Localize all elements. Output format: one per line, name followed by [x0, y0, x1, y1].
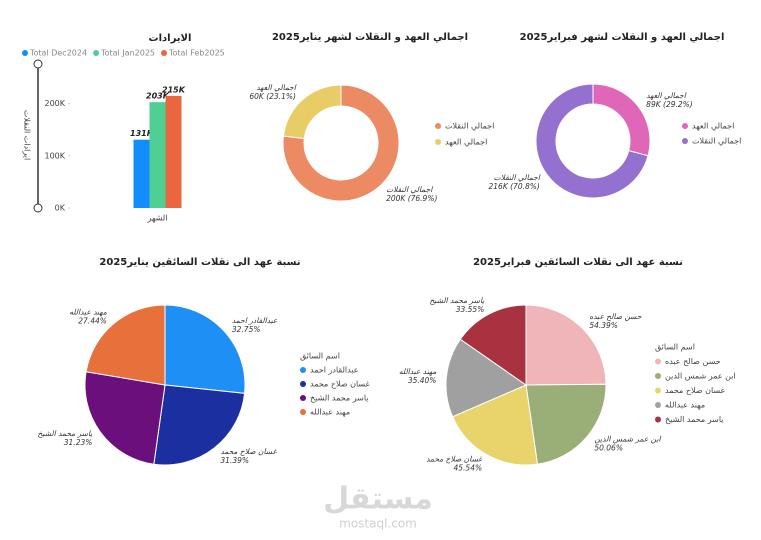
slice-name-label: ياسر محمد الشيخ	[38, 429, 93, 438]
legend-label: غسان صلاح محمد	[310, 380, 370, 389]
chart-title: الايرادات	[149, 33, 192, 44]
legend-marker	[93, 50, 100, 56]
slice-name-label: اجمالي العهد	[256, 83, 297, 92]
slice	[451, 384, 539, 466]
slice-name-label: غسان صلاح محمد	[220, 447, 277, 456]
slice-value-label: 45.54%	[454, 464, 483, 473]
data-label: 215K	[162, 85, 186, 94]
slice	[282, 84, 400, 202]
y-axis-title: ايرادات النقلات	[23, 110, 32, 160]
legend-marker	[435, 123, 441, 129]
legend-marker	[161, 50, 167, 56]
watermark-logo: مستقل	[323, 482, 433, 517]
legend-label: ياسر محمد الشيخ	[665, 415, 724, 424]
slice	[525, 304, 607, 386]
legend-marker	[655, 416, 661, 423]
slice	[153, 384, 246, 466]
slice-name-label: ابن عمر شمس الدين	[594, 435, 661, 444]
slice-value-label: 33.55%	[456, 305, 485, 314]
legend-label: Total Jan2025	[100, 49, 155, 58]
slice-name-label: حسن صالح عبده	[589, 312, 642, 321]
legend-marker	[682, 138, 688, 144]
legend-label: اجمالي النقلات	[445, 122, 494, 131]
legend-label: Total Dec2024	[29, 49, 87, 58]
slice-value-label: 60K (23.1%)	[249, 92, 296, 101]
chart-title: نسبة عهد الى نقلات السائقين يناير2025	[99, 257, 300, 268]
chart-title: نسبة عهد الى نقلات السائقين فبراير2025	[473, 257, 683, 268]
y-tick-label: 200K	[44, 99, 65, 108]
legend-title: اسم السائق	[300, 352, 340, 361]
legend-marker	[655, 373, 661, 379]
slice-value-label: 216K (70.8%)	[489, 182, 540, 191]
slice-name-label: اجمالي النقلات	[494, 173, 541, 182]
legend-marker	[22, 50, 28, 56]
legend-label: ياسر محمد الشيخ	[310, 394, 369, 403]
slice-value-label: 54.39%	[589, 321, 618, 330]
slice	[525, 383, 607, 465]
y-tick-label: 100K	[44, 151, 65, 160]
slice-name-label: ياسر محمد الشيخ	[429, 296, 484, 305]
legend-marker	[655, 387, 661, 394]
legend-label: Total Feb2025	[168, 49, 225, 58]
legend-marker	[300, 381, 306, 387]
slice	[282, 84, 342, 140]
legend-marker	[300, 367, 306, 373]
bar	[149, 102, 166, 208]
slice	[84, 371, 166, 465]
slice-name-label: مهند عبدالله	[69, 307, 107, 316]
legend-marker	[655, 358, 661, 365]
bar	[165, 95, 182, 208]
slice-name-label: اجمالي العهد	[646, 91, 687, 100]
data-label: 203K	[146, 92, 170, 101]
legend-label: عبدالقادر احمد	[310, 366, 359, 375]
legend-marker	[300, 395, 306, 401]
slider-handle[interactable]	[33, 59, 43, 69]
slice-name-label: اجمالي النقلات	[386, 185, 433, 194]
slice-name-label: مهند عبدالله	[399, 367, 437, 376]
slice-value-label: 27.44%	[78, 316, 107, 325]
y-tick-label: 0K	[55, 204, 66, 213]
legend-marker	[682, 123, 688, 129]
slice	[164, 304, 246, 394]
slice-value-label: 35.40%	[408, 376, 437, 385]
legend-label: اجمالي العهد	[445, 138, 487, 147]
legend-marker	[435, 139, 441, 145]
slider-handle[interactable]	[33, 203, 43, 213]
watermark-site: mostaql.com	[339, 517, 417, 531]
legend-label: ابن عمر شمس الدين	[665, 372, 736, 381]
legend-label: اجمالي العهد	[692, 122, 734, 131]
slice	[445, 338, 528, 418]
legend-label: مهند عبدالله	[310, 408, 350, 417]
chart-title: اجمالي العهد و النقلات لشهر فبراير2025	[520, 32, 725, 43]
slice	[535, 83, 649, 199]
x-axis-title: الشهر	[147, 214, 168, 223]
legend-label: مهند عبدالله	[665, 401, 705, 410]
data-label: 131K	[130, 129, 154, 138]
slice-value-label: 50.06%	[594, 444, 623, 453]
slice	[459, 304, 527, 386]
legend-label: غسان صلاح محمد	[665, 386, 725, 395]
slice-value-label: 89K (29.2%)	[646, 100, 693, 109]
bar	[133, 139, 150, 208]
legend-label: حسن صالح عبده	[665, 357, 721, 366]
slice-value-label: 31.23%	[64, 438, 93, 447]
legend-marker	[300, 409, 306, 415]
slice	[85, 304, 166, 386]
legend-title: اسم السائق	[655, 343, 695, 352]
slice-name-label: غسان صلاح محمد	[426, 455, 483, 464]
slice-value-label: 200K (76.9%)	[386, 194, 437, 203]
legend-label: اجمالي النقلات	[692, 137, 741, 146]
slice-name-label: عبدالقادر احمد	[232, 316, 278, 325]
legend-marker	[655, 402, 661, 408]
slice-value-label: 31.39%	[220, 456, 249, 465]
chart-title: اجمالي العهد و النقلات لشهر يناير2025	[272, 32, 468, 43]
slice-value-label: 32.75%	[232, 325, 261, 334]
